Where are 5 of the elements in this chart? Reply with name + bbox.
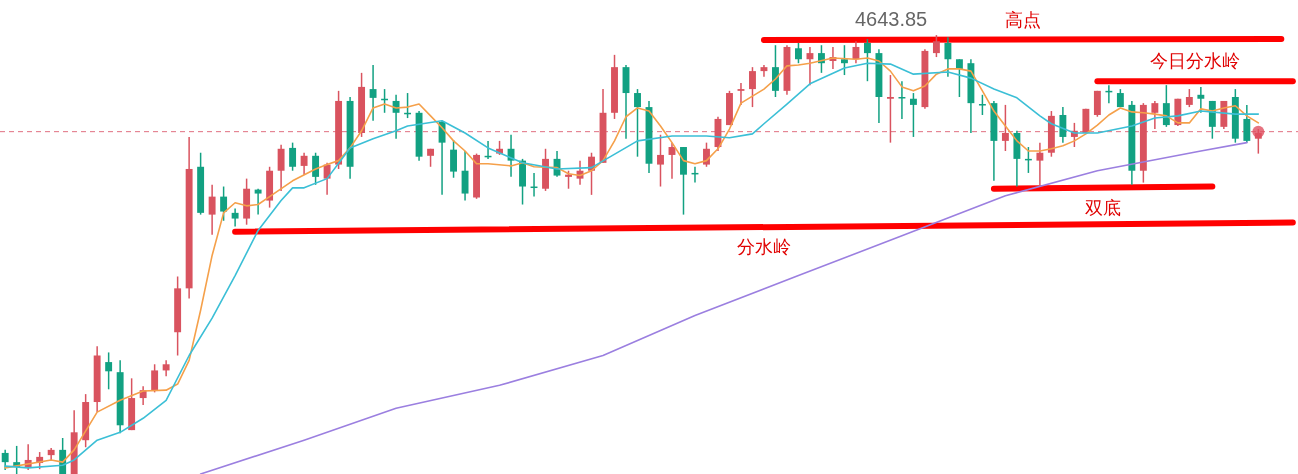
- annotation: 4643.85: [854, 8, 928, 31]
- annotation: 双底: [1085, 197, 1122, 218]
- annotation: 高点: [1004, 9, 1041, 30]
- annotation: 今日分水岭: [1150, 51, 1241, 72]
- annotation: 分水岭: [736, 237, 791, 258]
